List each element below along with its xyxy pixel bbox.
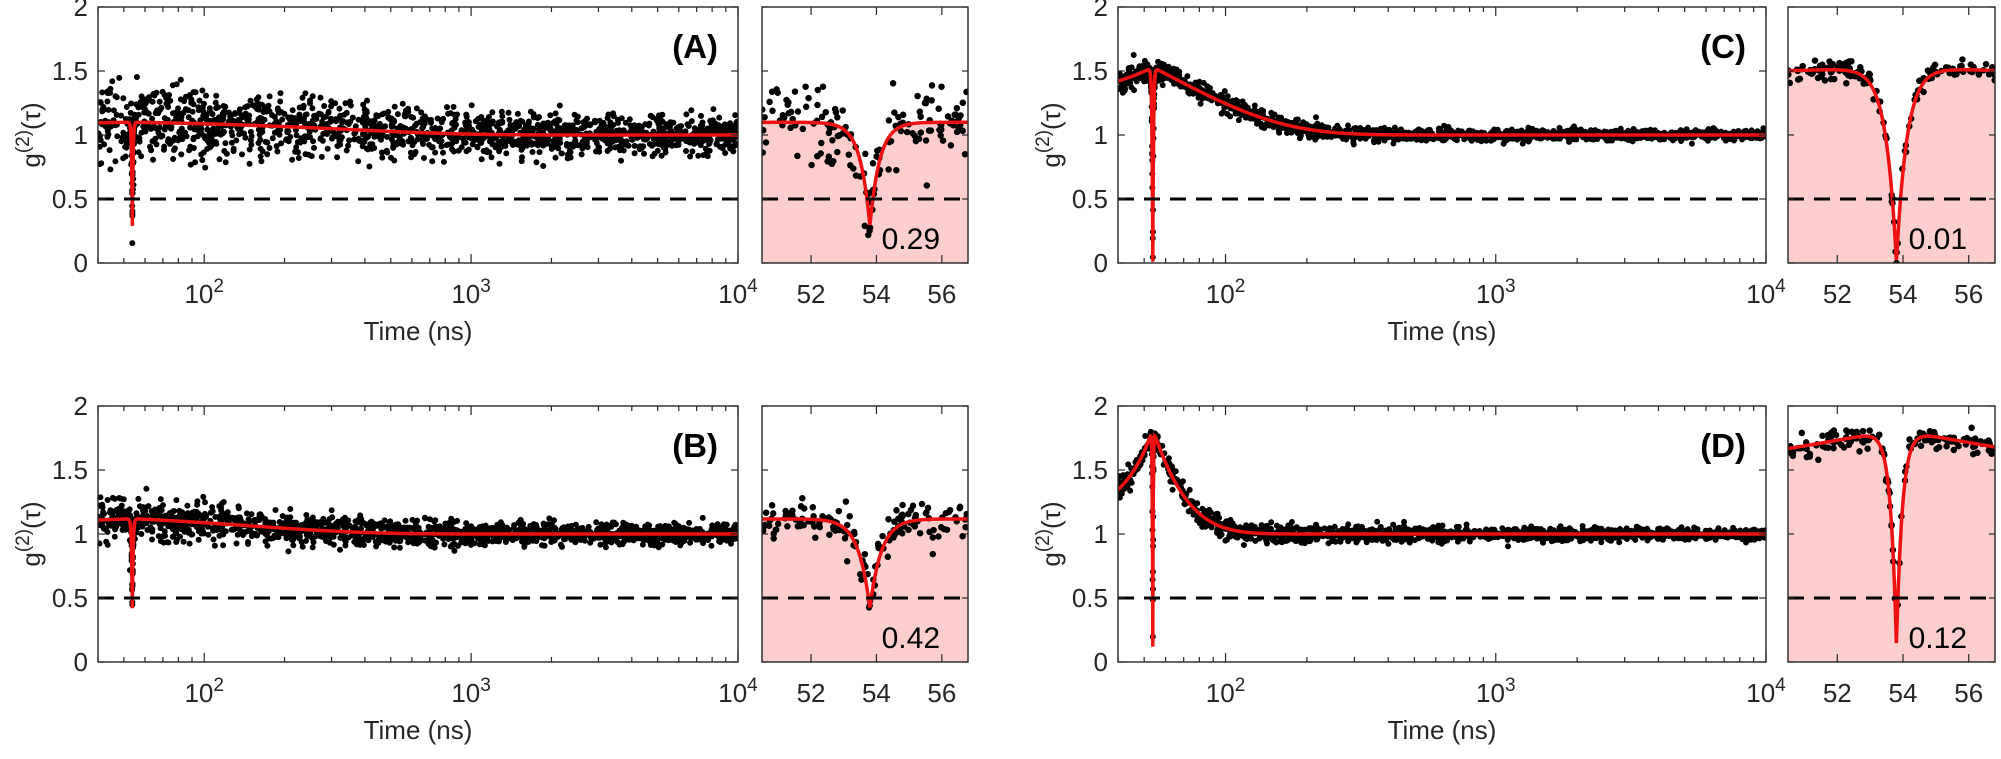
inset-value-label: 0.01 xyxy=(1909,223,1967,256)
inset-x-tick-label: 56 xyxy=(1954,279,1983,309)
y-tick-label: 1 xyxy=(1094,120,1108,150)
fit-curve xyxy=(1118,432,1766,553)
y-tick-label: 0 xyxy=(1094,248,1108,278)
chart-panel-b: 0 0.5 1 1.5 2 102 103 104 Time (ns) g(2)(τ) (B) 52 5… xyxy=(13,391,969,745)
inset-plot xyxy=(1788,424,1995,662)
data-points xyxy=(98,485,738,609)
panel-label: (C) xyxy=(1700,28,1746,65)
x-axis-label: Time (ns) xyxy=(364,715,473,745)
inset-x-tick-label: 54 xyxy=(862,279,891,309)
inset-x-tick-label: 56 xyxy=(927,279,956,309)
y-tick-label: 1.5 xyxy=(1072,56,1108,86)
y-tick-label: 0.5 xyxy=(52,184,88,214)
y-tick-label: 0.5 xyxy=(1072,583,1108,613)
x-axis-label: Time (ns) xyxy=(1388,316,1497,346)
y-tick-label: 0.5 xyxy=(1072,184,1108,214)
inset-fit-curve xyxy=(762,120,968,226)
x-tick-label: 102 xyxy=(1206,276,1246,309)
x-tick-label: 102 xyxy=(184,276,224,309)
chart-panel-a: 0 0.5 1 1.5 2 102 103 104 Time (ns) g(2)(τ) (A) 52 5… xyxy=(13,0,969,346)
y-tick-label: 2 xyxy=(74,0,88,22)
inset-plot xyxy=(1788,56,1995,263)
y-tick-label: 2 xyxy=(1094,391,1108,421)
inset-x-tick-label: 52 xyxy=(1823,279,1852,309)
inset-value-label: 0.29 xyxy=(882,223,940,256)
x-tick-label: 103 xyxy=(1476,276,1516,309)
inset-points xyxy=(762,80,968,239)
inset-shaded-area xyxy=(1788,69,1995,263)
inset-value-label: 0.12 xyxy=(1909,622,1967,655)
fit-curve-dip xyxy=(125,517,139,609)
y-tick-label: 1 xyxy=(74,519,88,549)
fit-curve xyxy=(98,517,738,586)
y-tick-label: 0 xyxy=(74,248,88,278)
y-tick-label: 0 xyxy=(1094,647,1108,677)
y-tick-label: 1 xyxy=(1094,519,1108,549)
inset-fit-curve xyxy=(1788,434,1995,644)
data-points xyxy=(1118,52,1766,262)
x-tick-label: 104 xyxy=(718,276,758,309)
fit-curve-dip xyxy=(125,120,139,226)
x-tick-label: 104 xyxy=(718,675,758,708)
inset-x-tick-label: 52 xyxy=(797,678,826,708)
y-axis-label: g(2)(τ) xyxy=(13,102,46,167)
inset-x-tick-label: 54 xyxy=(1889,678,1918,708)
y-tick-label: 1.5 xyxy=(52,455,88,485)
panel-label: (A) xyxy=(672,28,718,65)
y-tick-label: 0 xyxy=(74,647,88,677)
y-tick-label: 1 xyxy=(74,120,88,150)
x-tick-label: 104 xyxy=(1746,276,1786,309)
x-tick-label: 103 xyxy=(451,276,491,309)
inset-x-tick-label: 54 xyxy=(862,678,891,708)
x-axis-label: Time (ns) xyxy=(364,316,473,346)
inset-fit-curve xyxy=(1788,67,1995,261)
y-tick-label: 2 xyxy=(1094,0,1108,22)
fit-curve xyxy=(98,120,738,196)
x-axis-label: Time (ns) xyxy=(1388,715,1497,745)
inset-x-tick-label: 52 xyxy=(1823,678,1852,708)
fit-curve xyxy=(1118,67,1766,209)
inset-x-tick-label: 52 xyxy=(797,279,826,309)
fit-curve-dip xyxy=(1144,434,1161,647)
inset-plot xyxy=(762,80,968,263)
x-tick-label: 104 xyxy=(1746,675,1786,708)
y-axis-label: g(2)(τ) xyxy=(1033,102,1066,167)
inset-shaded-area xyxy=(762,518,968,662)
fit-curve-dip xyxy=(1145,67,1160,262)
x-tick-label: 102 xyxy=(1206,675,1246,708)
data-points xyxy=(1118,428,1766,647)
y-tick-label: 1.5 xyxy=(1072,455,1108,485)
y-tick-label: 1.5 xyxy=(52,56,88,86)
panel-label: (B) xyxy=(672,427,718,464)
x-tick-label: 103 xyxy=(451,675,491,708)
inset-x-tick-label: 56 xyxy=(927,678,956,708)
x-tick-label: 103 xyxy=(1476,675,1516,708)
inset-x-tick-label: 56 xyxy=(1954,678,1983,708)
inset-value-label: 0.42 xyxy=(882,622,940,655)
chart-panel-d: 0 0.5 1 1.5 2 102 103 104 Time (ns) g(2)(τ) (D) 52 5… xyxy=(1033,391,1996,745)
x-tick-label: 102 xyxy=(184,675,224,708)
y-tick-label: 2 xyxy=(74,391,88,421)
y-tick-label: 0.5 xyxy=(52,583,88,613)
inset-plot xyxy=(762,494,968,662)
y-axis-label: g(2)(τ) xyxy=(13,501,46,566)
inset-fit-curve xyxy=(762,517,968,608)
panel-label: (D) xyxy=(1700,427,1746,464)
y-axis-label: g(2)(τ) xyxy=(1033,501,1066,566)
chart-panel-c: 0 0.5 1 1.5 2 102 103 104 Time (ns) g(2)(τ) (C) 52 5… xyxy=(1033,0,1996,346)
inset-x-tick-label: 54 xyxy=(1889,279,1918,309)
data-points xyxy=(98,74,738,247)
